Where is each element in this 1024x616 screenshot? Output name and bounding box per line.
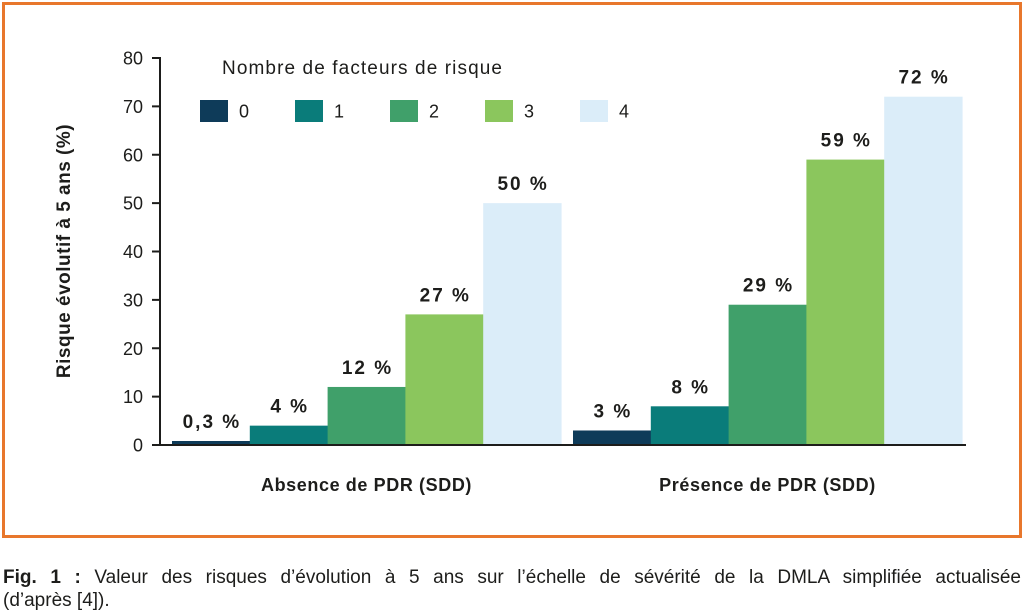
- y-tick-label-10: 10: [123, 387, 143, 407]
- y-tick-label-0: 0: [133, 436, 143, 456]
- bar-presence-pdr-0-factors: [573, 430, 652, 445]
- bar-absence-pdr-4-factors: [483, 203, 562, 445]
- y-axis-ticks: 0 10 20 30 40 50 60 70 80: [123, 49, 160, 456]
- legend-label-2: 2: [429, 102, 439, 122]
- legend-swatch-3: [485, 100, 513, 122]
- y-tick-label-60: 60: [123, 145, 143, 165]
- bars: [172, 96, 963, 445]
- bar-absence-pdr-1-factors: [249, 425, 329, 445]
- value-labels: 0,3 % 3 % 4 % 8 % 12 % 29 % 27 % 59 % 50 % 72 %: [183, 68, 949, 433]
- y-tick-label-80: 80: [123, 49, 143, 69]
- value-label-presence-pdr-2-factors: 29 %: [743, 276, 794, 297]
- legend-label-1: 1: [334, 102, 344, 122]
- value-label-absence-pdr-4-factors: 50 %: [497, 174, 548, 195]
- bar-absence-pdr-3-factors: [405, 314, 484, 445]
- legend-swatch-0: [200, 100, 228, 122]
- caption-line-1: Fig. 1 : Valeur des risques d’évolution …: [3, 566, 1021, 589]
- bar-presence-pdr-4-factors: [884, 96, 963, 445]
- value-label-presence-pdr-4-factors: 72 %: [898, 68, 949, 89]
- legend-label-0: 0: [239, 102, 249, 122]
- legend-swatch-1: [295, 100, 323, 122]
- x-axis-category-labels: Absence de PDR (SDD) Présence de PDR (SDD…: [261, 475, 876, 495]
- bar-absence-pdr-2-factors: [327, 386, 406, 445]
- value-label-absence-pdr-1-factors: 4 %: [270, 397, 309, 418]
- caption-text: Valeur des risques d’évolution à 5 ans s…: [94, 567, 1021, 588]
- legend-swatch-2: [390, 100, 418, 122]
- y-tick-label-50: 50: [123, 194, 143, 214]
- y-tick-label-40: 40: [123, 242, 143, 262]
- figure-caption: Fig. 1 : Valeur des risques d’évolution …: [3, 566, 1021, 612]
- legend-label-3: 3: [524, 102, 534, 122]
- legend: Nombre de facteurs de risque 0 1 2 3 4: [200, 58, 629, 122]
- caption-figure-label: Fig. 1 :: [3, 567, 81, 588]
- y-tick-label-70: 70: [123, 97, 143, 117]
- bar-presence-pdr-3-factors: [806, 159, 885, 445]
- category-label-presence-pdr: Présence de PDR (SDD): [659, 475, 876, 495]
- y-tick-label-20: 20: [123, 339, 143, 359]
- value-label-presence-pdr-1-factors: 8 %: [671, 377, 710, 398]
- legend-swatch-4: [580, 100, 608, 122]
- legend-label-4: 4: [619, 102, 629, 122]
- y-axis-title: Risque évolutif à 5 ans (%): [54, 124, 75, 378]
- bar-presence-pdr-2-factors: [728, 304, 807, 445]
- value-label-presence-pdr-0-factors: 3 %: [594, 401, 633, 422]
- legend-items: 0 1 2 3 4: [200, 100, 629, 122]
- value-label-presence-pdr-3-factors: 59 %: [821, 131, 872, 152]
- y-tick-label-30: 30: [123, 290, 143, 310]
- value-label-absence-pdr-2-factors: 12 %: [342, 358, 393, 379]
- value-label-absence-pdr-0-factors: 0,3 %: [183, 412, 242, 433]
- category-label-absence-pdr: Absence de PDR (SDD): [261, 475, 472, 495]
- bar-absence-pdr-0-factors: [172, 441, 251, 445]
- caption-line-2: (d’après [4]).: [3, 590, 110, 611]
- value-label-absence-pdr-3-factors: 27 %: [420, 285, 471, 306]
- bar-presence-pdr-1-factors: [650, 406, 730, 445]
- legend-title: Nombre de facteurs de risque: [222, 58, 503, 79]
